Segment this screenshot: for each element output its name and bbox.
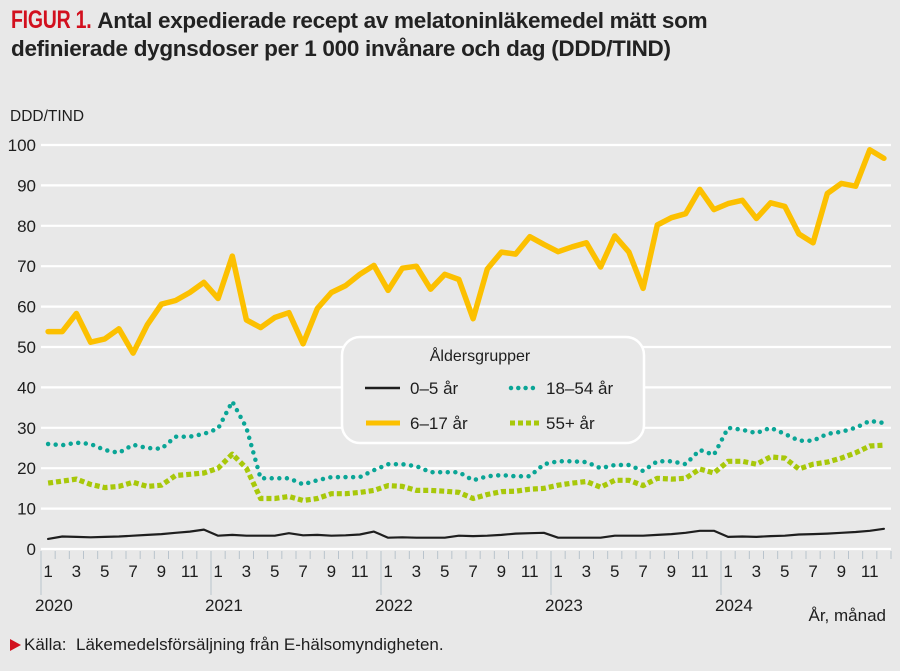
year-label: 2021 xyxy=(205,596,243,615)
x-tick-label: 5 xyxy=(780,562,789,581)
title-line-2: definierade dygnsdoser per 1 000 invånar… xyxy=(11,36,671,61)
series-lines xyxy=(45,147,887,540)
x-tick-label: 3 xyxy=(412,562,421,581)
y-tick-label: 60 xyxy=(17,298,36,317)
x-tick-label: 7 xyxy=(808,562,817,581)
source-note: Källa: Läkemedelsförsäljning från E-häls… xyxy=(10,635,444,655)
x-tick-label: 11 xyxy=(351,562,369,581)
x-tick-label: 1 xyxy=(723,562,732,581)
source-label: Källa: xyxy=(24,635,67,654)
year-label: 2020 xyxy=(35,596,73,615)
x-tick-label: 7 xyxy=(638,562,647,581)
y-axis-label: DDD/TIND xyxy=(10,108,84,125)
x-tick-label: 9 xyxy=(327,562,336,581)
x-tick-label: 7 xyxy=(468,562,477,581)
x-tick-label: 1 xyxy=(553,562,562,581)
legend-label-18-54: 18–54 år xyxy=(546,379,613,398)
x-tick-label: 7 xyxy=(298,562,307,581)
y-tick-label: 10 xyxy=(17,500,36,519)
y-tick-label: 50 xyxy=(17,338,36,357)
x-tick-label: 1 xyxy=(383,562,392,581)
x-axis-label: År, månad xyxy=(809,606,887,625)
x-tick-label: 9 xyxy=(667,562,676,581)
legend-label-55-plus: 55+ år xyxy=(546,414,595,433)
year-label: 2022 xyxy=(375,596,413,615)
y-tick-label: 30 xyxy=(17,419,36,438)
x-tick-label: 5 xyxy=(100,562,109,581)
x-tick-label: 3 xyxy=(72,562,81,581)
series-line-2 xyxy=(45,399,887,487)
figure-label: FIGUR 1. xyxy=(11,6,92,34)
x-tick-label: 11 xyxy=(521,562,539,581)
series-line-1 xyxy=(45,147,887,356)
series-line-0 xyxy=(47,527,885,540)
x-tick-label: 1 xyxy=(43,562,52,581)
x-tick-label: 1 xyxy=(213,562,222,581)
x-tick-label: 11 xyxy=(691,562,709,581)
y-tick-label: 80 xyxy=(17,217,36,236)
y-tick-label: 70 xyxy=(17,257,36,276)
y-tick-label: 100 xyxy=(8,136,36,155)
figure-title: FIGUR 1. Antal expedierade recept av mel… xyxy=(11,6,891,63)
x-tick-label: 5 xyxy=(440,562,449,581)
year-label: 2024 xyxy=(715,596,753,615)
legend: Åldersgrupper 0–5 år 6–17 år 18–54 år 55… xyxy=(340,335,646,445)
y-tick-label: 20 xyxy=(17,459,36,478)
legend-title: Åldersgrupper xyxy=(430,346,531,365)
y-tick-label: 0 xyxy=(27,540,36,559)
x-tick-label: 3 xyxy=(752,562,761,581)
year-label: 2023 xyxy=(545,596,583,615)
y-tick-label: 40 xyxy=(17,378,36,397)
x-tick-label: 5 xyxy=(610,562,619,581)
legend-label-0-5: 0–5 år xyxy=(410,379,459,398)
x-tick-label: 11 xyxy=(861,562,879,581)
x-tick-label: 9 xyxy=(497,562,506,581)
legend-box xyxy=(340,335,646,445)
x-tick-label: 11 xyxy=(181,562,199,581)
y-tick-label: 90 xyxy=(17,176,36,195)
x-tick-label: 9 xyxy=(837,562,846,581)
x-tick-label: 7 xyxy=(128,562,137,581)
x-tick-label: 5 xyxy=(270,562,279,581)
series-line-3 xyxy=(47,442,885,504)
x-tick-label: 3 xyxy=(242,562,251,581)
x-tick-label: 3 xyxy=(582,562,591,581)
title-line-1: Antal expedierade recept av melatoninläk… xyxy=(97,8,708,33)
triangle-bullet-icon xyxy=(10,639,21,651)
source-text: Läkemedelsförsäljning från E-hälsomyndig… xyxy=(75,635,444,654)
y-tick-labels: 0 10 20 30 40 50 60 70 80 90 100 xyxy=(8,136,36,559)
legend-label-6-17: 6–17 år xyxy=(410,414,468,433)
x-tick-label: 9 xyxy=(157,562,166,581)
